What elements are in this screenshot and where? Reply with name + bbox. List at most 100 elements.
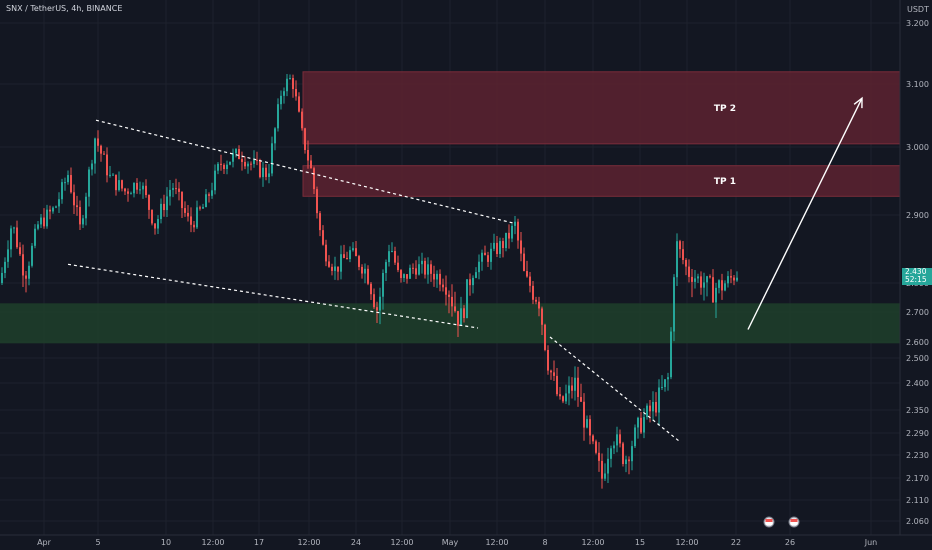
trendline-3: [549, 336, 681, 443]
candle: [673, 274, 675, 342]
candle: [538, 296, 540, 317]
candle: [166, 187, 168, 217]
candle: [250, 161, 252, 171]
candle: [580, 383, 582, 402]
candle: [292, 74, 294, 98]
candle: [565, 384, 567, 405]
candle: [319, 210, 321, 237]
candle: [145, 179, 147, 198]
candle: [451, 284, 453, 317]
candle: [727, 271, 729, 288]
candle: [328, 255, 330, 268]
candle: [703, 272, 705, 301]
price-tick: 3.100: [906, 80, 929, 89]
candle: [535, 296, 537, 305]
candle: [484, 245, 486, 256]
candle: [367, 265, 369, 286]
price-tick: 2.170: [906, 474, 929, 483]
candle: [295, 80, 297, 101]
candle: [163, 194, 165, 217]
time-tick: 17: [254, 538, 264, 547]
candle: [718, 279, 720, 294]
candle: [640, 412, 642, 435]
candle: [67, 170, 69, 185]
candle: [553, 360, 555, 381]
candle: [298, 92, 300, 113]
candle: [73, 184, 75, 215]
candle: [277, 98, 279, 132]
candle: [223, 163, 225, 174]
candle: [547, 345, 549, 375]
candle: [28, 261, 30, 286]
candle: [220, 154, 222, 171]
candle: [19, 242, 21, 257]
candle: [415, 260, 417, 279]
candle: [64, 177, 66, 191]
event-flag-icon[interactable]: [788, 516, 800, 528]
candle: [259, 158, 261, 179]
candle: [382, 269, 384, 310]
candle: [184, 201, 186, 217]
candle: [511, 223, 513, 243]
candle: [448, 290, 450, 314]
time-tick: 12:00: [390, 538, 413, 547]
candle: [61, 178, 63, 204]
candle: [130, 191, 132, 195]
time-tick: 12:00: [297, 538, 320, 547]
candle: [103, 150, 105, 155]
candle: [493, 233, 495, 252]
price-tick: 2.290: [906, 429, 929, 438]
candle: [304, 127, 306, 154]
candle: [469, 273, 471, 296]
candle: [505, 232, 507, 252]
candle: [517, 218, 519, 249]
event-markers[interactable]: [763, 516, 800, 528]
candle: [697, 273, 699, 283]
last-price-value: 2.430: [905, 266, 927, 276]
candle: [604, 463, 606, 482]
candle: [280, 90, 282, 110]
candle: [736, 271, 738, 282]
candle: [577, 366, 579, 407]
candle: [487, 251, 489, 268]
candle: [721, 273, 723, 300]
candle: [532, 280, 534, 305]
candle: [124, 187, 126, 196]
candle: [631, 440, 633, 471]
candle: [7, 240, 9, 268]
candle: [208, 192, 210, 203]
event-flag-icon[interactable]: [763, 516, 775, 528]
candle: [658, 379, 660, 426]
candle: [358, 254, 360, 271]
candle: [70, 167, 72, 194]
candle: [151, 209, 153, 226]
time-axis[interactable]: Apr 5 10 12:00 17 12:00 24 12:00 May 12:00 8 12:00 1…: [0, 534, 932, 547]
candle: [496, 235, 498, 258]
time-tick: 8: [542, 538, 547, 547]
candle: [616, 426, 618, 453]
candle: [625, 455, 627, 473]
time-tick: 15: [635, 538, 645, 547]
candle: [85, 192, 87, 226]
candle: [337, 266, 339, 281]
candle: [325, 239, 327, 267]
candle: [379, 287, 381, 325]
price-tick: 2.500: [906, 354, 929, 363]
candle: [370, 281, 372, 300]
candle: [676, 233, 678, 286]
candle: [433, 265, 435, 287]
candle: [526, 260, 528, 278]
price-tick: 2.230: [906, 451, 929, 460]
candle: [682, 241, 684, 265]
price-tick: 2.400: [906, 379, 929, 388]
candle: [199, 205, 201, 211]
candle: [700, 271, 702, 295]
candle: [235, 147, 237, 158]
price-tick: 2.060: [906, 517, 929, 526]
candle: [652, 391, 654, 421]
price-tick: 2.010: [906, 0, 929, 2]
candle: [610, 445, 612, 468]
candle: [313, 166, 315, 195]
candle: [463, 305, 465, 323]
